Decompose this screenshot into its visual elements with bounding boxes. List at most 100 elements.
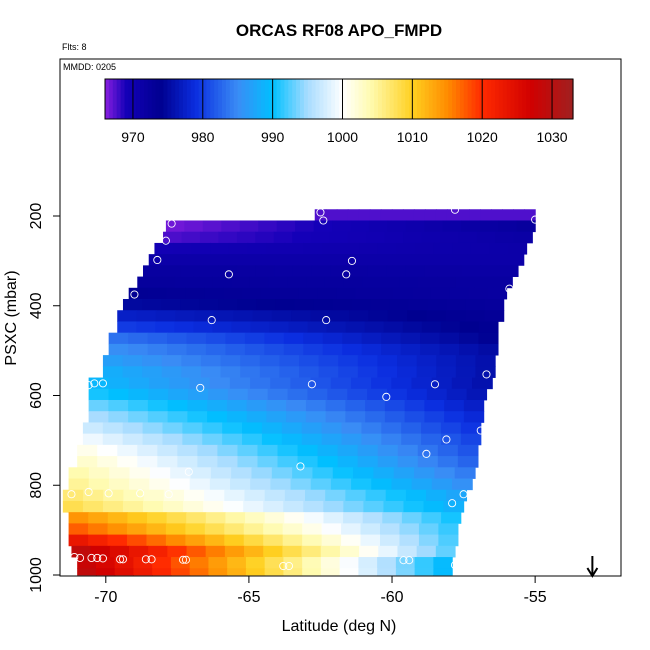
heatmap-cell-32-15 [358, 568, 378, 576]
heatmap-cell-22-11 [297, 456, 319, 468]
heatmap-cell-19-19 [460, 422, 482, 435]
heatmap-cell-30-19 [435, 545, 456, 558]
heatmap-cell-20-10 [281, 433, 303, 446]
heatmap-cell-19-2 [122, 422, 144, 435]
colorbar-segment [487, 79, 492, 119]
heatmap-cell-21-4 [157, 444, 178, 457]
heatmap-cell-30-10 [263, 545, 283, 558]
heatmap-cell-4-1 [167, 254, 187, 266]
heatmap-cell-29-2 [107, 534, 128, 547]
heatmap-cell-32-3 [133, 568, 153, 576]
heatmap-cell-20-11 [301, 433, 323, 446]
colorbar-segment [534, 79, 539, 119]
heatmap-cell-20-8 [242, 433, 263, 446]
heatmap-cell-18-13 [345, 411, 366, 423]
heatmap-cell-3-0 [154, 242, 174, 255]
heatmap-cell-13-10 [299, 355, 320, 367]
heatmap-cell-29-0 [68, 534, 89, 547]
heatmap-cell-32-9 [245, 568, 266, 576]
heatmap-cell-15-9 [270, 377, 292, 390]
heatmap-cell-29-5 [165, 534, 186, 547]
colorbar-segment [565, 79, 570, 119]
data-point [116, 555, 125, 564]
heatmap-cell-20-7 [222, 433, 243, 446]
heatmap-cell-28-10 [263, 523, 284, 536]
heatmap-cell-6-15 [418, 276, 438, 289]
colorbar-segment [167, 79, 172, 119]
heatmap-cell-0-0 [314, 209, 327, 221]
heatmap-cell-15-4 [169, 377, 191, 390]
heatmap-cell-3-19 [507, 242, 528, 255]
y-axis-label: PSXC (mbar) [3, 270, 20, 365]
heatmap-cell-6-5 [231, 276, 251, 289]
colorbar-segment [428, 79, 434, 119]
data-point [382, 392, 391, 401]
heatmap-cell-27-15 [362, 512, 383, 524]
data-point [196, 383, 205, 392]
heatmap-cell-29-17 [399, 534, 420, 547]
heatmap-cell-18-14 [365, 411, 386, 423]
colorbar-segment [545, 79, 551, 119]
heatmap-cell-26-11 [283, 500, 304, 513]
data-point [316, 208, 325, 217]
heatmap-cell-6-9 [306, 276, 326, 289]
heatmap-cell-22-4 [157, 456, 178, 468]
heatmap-cell-10-12 [345, 321, 366, 334]
heatmap-cell-23-7 [210, 467, 232, 479]
heatmap-cell-6-10 [324, 276, 345, 289]
colorbar-segment [522, 79, 527, 119]
data-point [141, 555, 150, 564]
heatmap-cell-10-8 [269, 321, 290, 334]
heatmap-cell-4-2 [186, 254, 206, 266]
heatmap-cell-10-4 [193, 321, 214, 334]
colorbar-segment [225, 79, 231, 119]
heatmap-cell-21-15 [377, 444, 399, 457]
heatmap-cell-25-12 [305, 489, 326, 502]
heatmap-cell-31-14 [339, 557, 359, 569]
heatmap-cell-23-16 [393, 467, 415, 479]
heatmap-cell-20-15 [381, 433, 402, 446]
heatmap-cell-20-9 [261, 433, 283, 446]
heatmap-cell-30-14 [339, 545, 360, 558]
heatmap-cell-1-14 [424, 220, 444, 233]
heatmap-cell-3-12 [377, 242, 397, 255]
heatmap-cell-12-14 [381, 343, 402, 356]
heatmap-cell-2-7 [292, 231, 312, 244]
colorbar-segment [268, 79, 274, 119]
heatmap-cell-10-19 [478, 321, 499, 334]
heatmap-cell-21-16 [397, 444, 419, 457]
heatmap-cell-19-4 [162, 422, 183, 435]
heatmap-cell-6-2 [174, 276, 195, 289]
heatmap-cell-13-6 [220, 355, 241, 367]
heatmap-cell-18-19 [463, 411, 485, 423]
colorbar-segment [378, 79, 383, 119]
heatmap-cell-24-7 [209, 478, 231, 491]
heatmap-cell-10-10 [307, 321, 328, 334]
heatmap-cell-6-13 [381, 276, 401, 289]
y-tick-label: 200 [28, 203, 45, 230]
heatmap-cell-10-11 [326, 321, 347, 334]
heatmap-cell-3-18 [489, 242, 509, 255]
heatmap-cell-26-2 [102, 500, 124, 513]
heatmap-cell-21-19 [457, 444, 479, 457]
heatmap-cell-28-7 [204, 523, 225, 536]
heatmap-cell-28-11 [282, 523, 303, 536]
data-point [476, 426, 485, 435]
heatmap-cell-17-14 [365, 399, 386, 412]
heatmap-cell-12-11 [322, 343, 343, 356]
data-point [147, 555, 156, 564]
heatmap-cell-6-16 [437, 276, 457, 289]
heatmap-cell-14-6 [220, 366, 241, 378]
heatmap-cell-3-17 [470, 242, 490, 255]
heatmap-cell-25-16 [385, 489, 407, 502]
heatmap-cell-8-9 [294, 299, 314, 311]
heatmap-cell-4-18 [486, 254, 506, 266]
heatmap-cell-27-8 [225, 512, 246, 524]
data-point [296, 462, 305, 471]
heatmap-cell-18-4 [167, 411, 188, 423]
heatmap-cell-7-11 [336, 287, 356, 300]
heatmap-cell-7-17 [449, 287, 470, 300]
heatmap-cell-14-13 [357, 366, 379, 378]
heatmap-cell-25-11 [284, 489, 306, 502]
